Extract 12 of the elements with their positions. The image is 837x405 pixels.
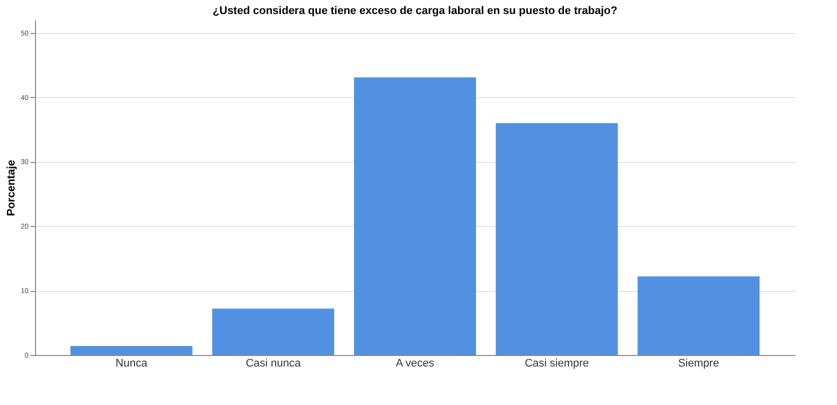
x-tick-label: Casi siempre [524, 358, 589, 370]
x-tick-label: Nunca [116, 358, 148, 370]
bar [496, 123, 618, 355]
x-tick-label: A veces [396, 358, 435, 370]
bar [70, 346, 192, 355]
bar [212, 308, 334, 355]
x-tick-label: Siempre [678, 358, 720, 370]
bar [638, 276, 760, 355]
chart-title: ¿Usted considera que tiene exceso de carga laboral en su puesto de trabajo? [212, 5, 618, 17]
bar [354, 77, 476, 355]
y-axis-title: Porcentaje [6, 160, 18, 216]
x-tick-label: Casi nunca [246, 358, 302, 370]
